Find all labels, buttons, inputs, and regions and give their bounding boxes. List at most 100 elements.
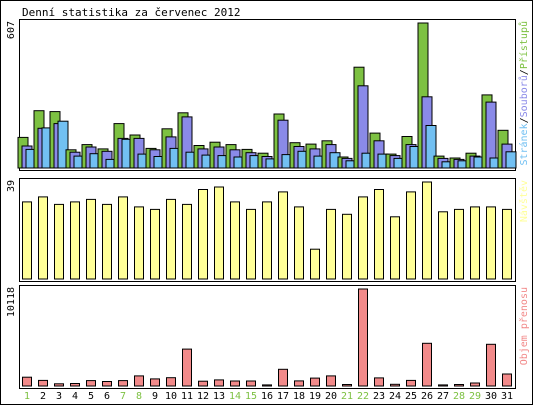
day-label-30: 30 xyxy=(485,391,497,402)
day-label-20: 20 xyxy=(325,391,337,402)
day-label-23: 23 xyxy=(373,391,385,402)
legend-part-1: / xyxy=(519,117,530,123)
bar-visits-Návštěv-29 xyxy=(470,206,480,280)
day-label-3: 3 xyxy=(56,391,62,402)
day-label-31: 31 xyxy=(501,391,513,402)
legend-part-2: Souborů xyxy=(518,75,530,117)
legend-traffic: Stránek/Souborů/Přístupů xyxy=(518,21,530,166)
bar-visits-Návštěv-1 xyxy=(22,201,32,280)
day-label-4: 4 xyxy=(72,391,78,402)
bar-visits-Návštěv-25 xyxy=(406,191,416,280)
bar-transfer-Objem přenosu-29 xyxy=(470,382,480,387)
bar-visits-Návštěv-19 xyxy=(310,248,320,280)
bar-visits-Návštěv-12 xyxy=(198,189,208,280)
bar-visits-Návštěv-5 xyxy=(86,198,96,280)
legend-transfer: Objem přenosu xyxy=(518,287,530,365)
bar-visits-Návštěv-15 xyxy=(246,208,256,280)
bar-visits-Návštěv-27 xyxy=(438,211,448,280)
day-label-15: 15 xyxy=(245,391,257,402)
bar-transfer-Objem přenosu-14 xyxy=(230,380,240,387)
bar-transfer-Objem přenosu-5 xyxy=(86,380,96,387)
bar-marks xyxy=(17,22,517,387)
bar-traffic-Stránek-3 xyxy=(57,120,69,169)
day-label-9: 9 xyxy=(152,391,158,402)
day-label-6: 6 xyxy=(104,391,110,402)
bar-visits-Návštěv-16 xyxy=(262,201,272,280)
bar-transfer-Objem přenosu-23 xyxy=(374,377,384,387)
bar-visits-Návštěv-3 xyxy=(54,203,64,280)
bar-visits-Návštěv-10 xyxy=(166,198,176,280)
day-label-12: 12 xyxy=(197,391,209,402)
bar-visits-Návštěv-8 xyxy=(134,206,144,280)
bar-transfer-Objem přenosu-11 xyxy=(182,348,192,387)
day-label-27: 27 xyxy=(437,391,449,402)
legend-visits: Návštěv xyxy=(518,180,530,222)
bar-visits-Návštěv-2 xyxy=(38,196,48,280)
day-label-16: 16 xyxy=(261,391,273,402)
bar-visits-Návštěv-23 xyxy=(374,189,384,280)
day-label-25: 25 xyxy=(405,391,417,402)
bar-visits-Návštěv-7 xyxy=(118,196,128,280)
bar-transfer-Objem přenosu-12 xyxy=(198,380,208,387)
legend-part-3: / xyxy=(519,69,530,75)
bar-visits-Návštěv-30 xyxy=(486,206,496,280)
bar-transfer-Objem přenosu-13 xyxy=(214,379,224,387)
bar-traffic-Stránek-31 xyxy=(505,151,517,169)
bar-transfer-Objem přenosu-7 xyxy=(118,380,128,387)
bar-transfer-Objem přenosu-27 xyxy=(438,384,448,387)
bar-transfer-Objem přenosu-17 xyxy=(278,368,288,387)
bar-transfer-Objem přenosu-3 xyxy=(54,383,64,387)
bar-transfer-Objem přenosu-26 xyxy=(422,342,432,387)
bar-visits-Návštěv-26 xyxy=(422,181,432,280)
bar-visits-Návštěv-14 xyxy=(230,201,240,280)
chart-title: Denní statistika za červenec 2012 xyxy=(22,6,241,19)
day-label-13: 13 xyxy=(213,391,225,402)
day-label-29: 29 xyxy=(469,391,481,402)
bar-transfer-Objem přenosu-20 xyxy=(326,375,336,387)
max-label-traffic: 607 xyxy=(6,21,17,39)
bar-transfer-Objem přenosu-21 xyxy=(342,384,352,387)
day-label-24: 24 xyxy=(389,391,401,402)
panel-frame-transfer xyxy=(19,285,516,389)
day-label-8: 8 xyxy=(136,391,142,402)
bar-visits-Návštěv-13 xyxy=(214,186,224,280)
bar-transfer-Objem přenosu-28 xyxy=(454,384,464,387)
legend-part-0: Stránek xyxy=(518,123,530,165)
bar-visits-Návštěv-28 xyxy=(454,208,464,280)
max-label-visits: 39 xyxy=(6,180,17,192)
bar-traffic-Stránek-26 xyxy=(425,125,437,169)
bar-visits-Návštěv-24 xyxy=(390,216,400,280)
day-label-7: 7 xyxy=(120,391,126,402)
bar-transfer-Objem přenosu-4 xyxy=(70,383,80,387)
legend-part-4: Přístupů xyxy=(518,21,530,69)
bar-transfer-Objem přenosu-31 xyxy=(502,373,512,387)
bar-transfer-Objem přenosu-24 xyxy=(390,383,400,387)
bar-transfer-Objem přenosu-19 xyxy=(310,377,320,387)
bar-transfer-Objem přenosu-16 xyxy=(262,384,272,387)
day-label-21: 21 xyxy=(341,391,353,402)
day-label-17: 17 xyxy=(277,391,289,402)
bar-transfer-Objem přenosu-6 xyxy=(102,381,112,387)
bar-transfer-Objem přenosu-25 xyxy=(406,379,416,387)
bar-transfer-Objem přenosu-10 xyxy=(166,377,176,387)
bar-visits-Návštěv-6 xyxy=(102,203,112,280)
day-label-28: 28 xyxy=(453,391,465,402)
day-label-10: 10 xyxy=(165,391,177,402)
bar-transfer-Objem přenosu-9 xyxy=(150,378,160,387)
bar-transfer-Objem přenosu-15 xyxy=(246,380,256,387)
bar-visits-Návštěv-31 xyxy=(502,208,512,280)
bar-transfer-Objem přenosu-8 xyxy=(134,375,144,387)
day-label-22: 22 xyxy=(357,391,369,402)
day-label-1: 1 xyxy=(24,391,30,402)
bar-transfer-Objem přenosu-2 xyxy=(38,379,48,387)
bar-transfer-Objem přenosu-1 xyxy=(22,376,32,387)
day-label-11: 11 xyxy=(181,391,193,402)
day-label-14: 14 xyxy=(229,391,241,402)
day-label-2: 2 xyxy=(40,391,46,402)
day-label-5: 5 xyxy=(88,391,94,402)
max-label-transfer: 10118 xyxy=(6,287,17,317)
bar-transfer-Objem přenosu-30 xyxy=(486,343,496,387)
day-label-18: 18 xyxy=(293,391,305,402)
